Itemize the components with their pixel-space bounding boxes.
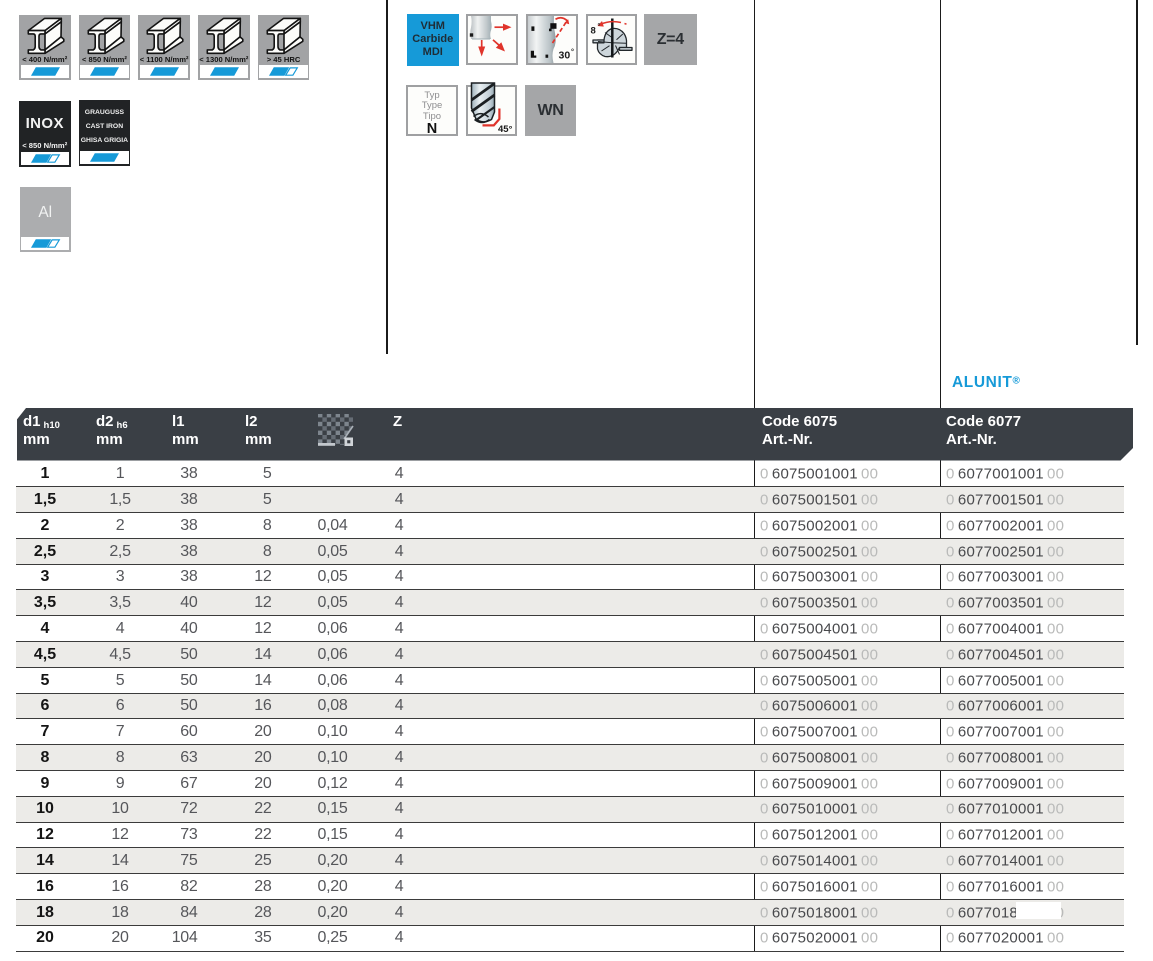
svg-text:°: ° [571, 47, 574, 56]
svg-text:8: 8 [590, 26, 595, 37]
svg-text:30: 30 [559, 50, 571, 62]
svg-text:°: ° [597, 23, 600, 31]
